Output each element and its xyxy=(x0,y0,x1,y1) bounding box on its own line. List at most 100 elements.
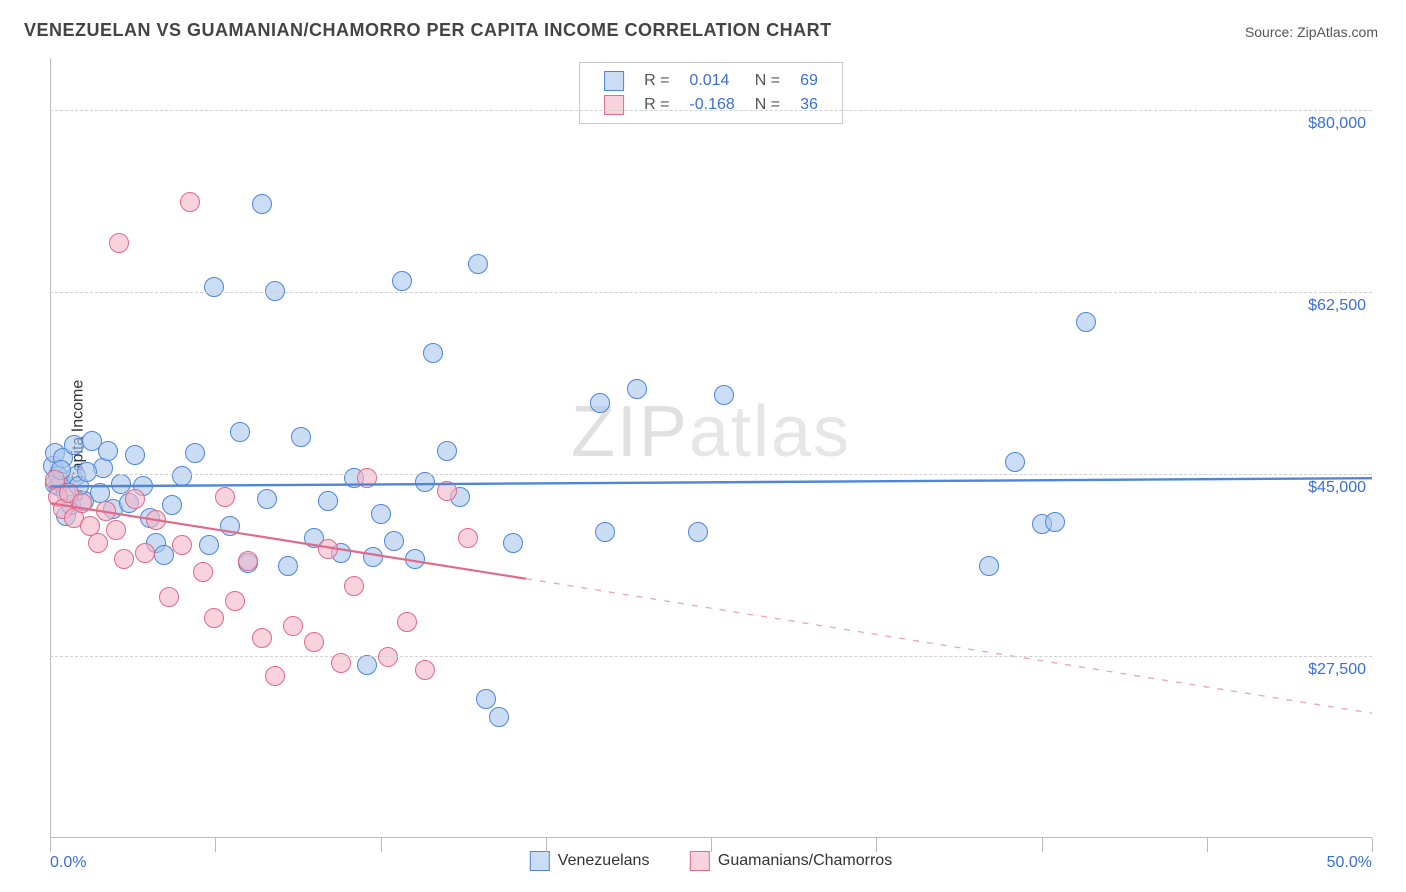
data-point-venezuelans xyxy=(291,427,311,447)
legend-item-venezuelans: Venezuelans xyxy=(530,851,650,871)
data-point-guamanians xyxy=(437,481,457,501)
data-point-venezuelans xyxy=(64,435,84,455)
swatch-venezuelans xyxy=(530,851,550,871)
data-point-guamanians xyxy=(125,489,145,509)
swatch-guamanians xyxy=(690,851,710,871)
legend-item-guamanians: Guamanians/Chamorros xyxy=(690,851,892,871)
data-point-guamanians xyxy=(106,520,126,540)
data-point-venezuelans xyxy=(595,522,615,542)
gridline xyxy=(50,110,1372,111)
data-point-guamanians xyxy=(458,528,478,548)
data-point-guamanians xyxy=(96,501,116,521)
x-tick xyxy=(50,838,51,852)
data-point-guamanians xyxy=(215,487,235,507)
data-point-venezuelans xyxy=(1045,512,1065,532)
legend-row-venezuelans: R = 0.014 N = 69 xyxy=(594,69,828,93)
data-point-venezuelans xyxy=(257,489,277,509)
data-point-guamanians xyxy=(378,647,398,667)
watermark-bold: ZIP xyxy=(571,392,689,472)
legend-label-guamanians: Guamanians/Chamorros xyxy=(718,852,892,870)
trend-lines xyxy=(50,58,1372,838)
x-tick xyxy=(381,838,382,852)
x-tick xyxy=(711,838,712,852)
data-point-venezuelans xyxy=(125,445,145,465)
scatter-plot: ZIPatlas R = 0.014 N = 69 R = -0.168 N =… xyxy=(50,58,1372,838)
swatch-venezuelans xyxy=(604,71,624,91)
data-point-venezuelans xyxy=(77,462,97,482)
data-point-venezuelans xyxy=(318,491,338,511)
data-point-guamanians xyxy=(283,616,303,636)
r-label: R = xyxy=(634,69,679,93)
data-point-guamanians xyxy=(72,493,92,513)
legend-label-venezuelans: Venezuelans xyxy=(558,852,650,870)
data-point-guamanians xyxy=(180,192,200,212)
data-point-venezuelans xyxy=(714,385,734,405)
swatch-guamanians xyxy=(604,95,624,115)
r-value-guamanians: -0.168 xyxy=(679,93,744,117)
x-tick xyxy=(876,838,877,852)
data-point-venezuelans xyxy=(230,422,250,442)
data-point-guamanians xyxy=(204,608,224,628)
data-point-guamanians xyxy=(357,468,377,488)
x-min-label: 0.0% xyxy=(50,854,86,872)
data-point-venezuelans xyxy=(590,393,610,413)
source-name: ZipAtlas.com xyxy=(1297,24,1378,40)
x-tick xyxy=(215,838,216,852)
trend-line-dashed-guamanians xyxy=(526,579,1372,713)
data-point-guamanians xyxy=(344,576,364,596)
data-point-venezuelans xyxy=(468,254,488,274)
data-point-venezuelans xyxy=(688,522,708,542)
data-point-venezuelans xyxy=(503,533,523,553)
data-point-guamanians xyxy=(304,632,324,652)
data-point-venezuelans xyxy=(437,441,457,461)
series-legend: Venezuelans Guamanians/Chamorros xyxy=(512,851,910,876)
source-prefix: Source: xyxy=(1245,24,1297,40)
data-point-venezuelans xyxy=(162,495,182,515)
data-point-guamanians xyxy=(193,562,213,582)
data-point-guamanians xyxy=(172,535,192,555)
data-point-venezuelans xyxy=(627,379,647,399)
data-point-venezuelans xyxy=(363,547,383,567)
data-point-venezuelans xyxy=(265,281,285,301)
data-point-venezuelans xyxy=(371,504,391,524)
n-label: N = xyxy=(745,69,790,93)
data-point-venezuelans xyxy=(220,516,240,536)
data-point-guamanians xyxy=(159,587,179,607)
legend-row-guamanians: R = -0.168 N = 36 xyxy=(594,93,828,117)
data-point-guamanians xyxy=(88,533,108,553)
r-value-venezuelans: 0.014 xyxy=(679,69,744,93)
data-point-venezuelans xyxy=(172,466,192,486)
n-value-venezuelans: 69 xyxy=(790,69,828,93)
gridline xyxy=(50,656,1372,657)
data-point-guamanians xyxy=(318,539,338,559)
data-point-venezuelans xyxy=(405,549,425,569)
watermark: ZIPatlas xyxy=(571,391,851,473)
data-point-venezuelans xyxy=(979,556,999,576)
x-max-label: 50.0% xyxy=(1327,854,1372,872)
source-attribution: Source: ZipAtlas.com xyxy=(1245,24,1378,40)
x-tick xyxy=(1207,838,1208,852)
chart-title: VENEZUELAN VS GUAMANIAN/CHAMORRO PER CAP… xyxy=(24,20,832,41)
data-point-guamanians xyxy=(114,549,134,569)
data-point-venezuelans xyxy=(489,707,509,727)
data-point-guamanians xyxy=(225,591,245,611)
x-tick xyxy=(1372,838,1373,852)
x-tick xyxy=(546,838,547,852)
data-point-venezuelans xyxy=(476,689,496,709)
y-tick-label: $27,500 xyxy=(1308,661,1366,679)
n-value-guamanians: 36 xyxy=(790,93,828,117)
data-point-venezuelans xyxy=(357,655,377,675)
y-tick-label: $62,500 xyxy=(1308,297,1366,315)
gridline xyxy=(50,474,1372,475)
data-point-venezuelans xyxy=(154,545,174,565)
data-point-venezuelans xyxy=(185,443,205,463)
trend-line-venezuelans xyxy=(50,478,1372,486)
data-point-guamanians xyxy=(397,612,417,632)
data-point-guamanians xyxy=(146,510,166,530)
r-label: R = xyxy=(634,93,679,117)
data-point-venezuelans xyxy=(90,483,110,503)
correlation-legend: R = 0.014 N = 69 R = -0.168 N = 36 xyxy=(579,62,843,124)
data-point-guamanians xyxy=(265,666,285,686)
n-label: N = xyxy=(745,93,790,117)
data-point-venezuelans xyxy=(384,531,404,551)
